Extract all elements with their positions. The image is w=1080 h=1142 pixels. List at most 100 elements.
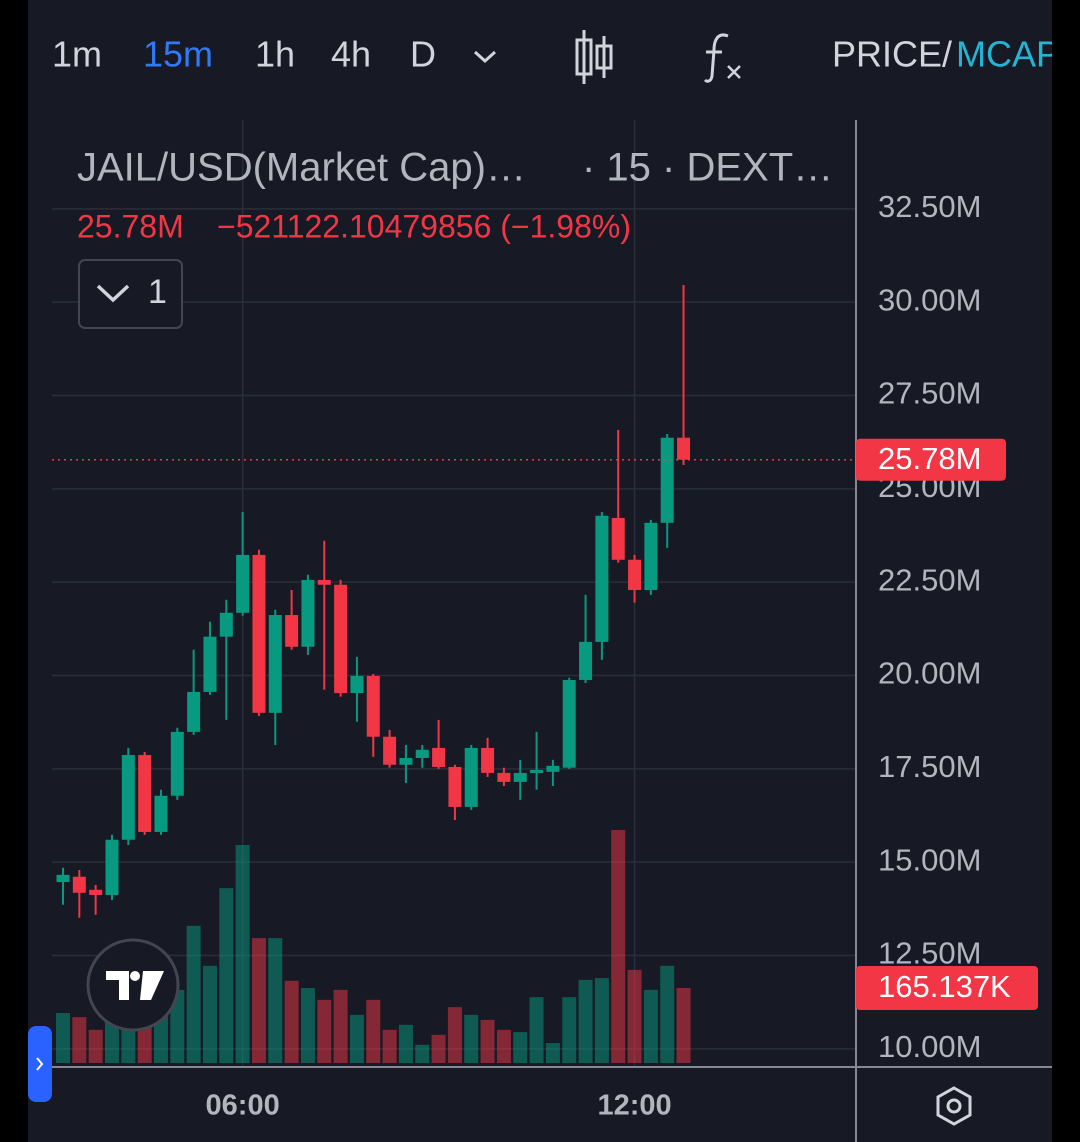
volume-bar bbox=[137, 1024, 152, 1063]
chart-subtitle: · 15 · DEXT… bbox=[582, 146, 833, 190]
y-tick-label: 27.50M bbox=[878, 376, 981, 411]
candle-body bbox=[611, 517, 625, 560]
interval[interactable]: D bbox=[410, 34, 436, 75]
settings-icon-center bbox=[946, 1098, 962, 1114]
volume-bar bbox=[447, 1007, 462, 1063]
candle-body bbox=[628, 559, 642, 591]
candle-body bbox=[187, 691, 201, 732]
volume-bar bbox=[235, 844, 250, 1063]
candle-body bbox=[350, 675, 364, 694]
volume-bar bbox=[480, 1019, 495, 1063]
candle-body bbox=[56, 874, 70, 882]
volume-bar bbox=[284, 980, 299, 1063]
candle-body bbox=[236, 554, 250, 613]
volume-bar bbox=[676, 987, 691, 1063]
y-tick-label: 12.50M bbox=[878, 936, 981, 971]
volume-bar bbox=[578, 979, 593, 1063]
y-tick-label: 20.00M bbox=[878, 656, 981, 691]
volume-bar bbox=[529, 997, 544, 1063]
candle-body bbox=[660, 437, 674, 523]
candle-body bbox=[334, 584, 348, 694]
interval[interactable]: 4h bbox=[331, 34, 371, 75]
volume-bar bbox=[349, 1014, 364, 1063]
candle-body bbox=[121, 755, 135, 840]
candle-body bbox=[252, 554, 266, 713]
volume-bar bbox=[153, 1012, 168, 1063]
candle-body bbox=[219, 612, 233, 637]
candle-body bbox=[268, 615, 282, 713]
volume-bar bbox=[464, 1014, 479, 1063]
candle-body bbox=[595, 515, 609, 642]
volume-bar bbox=[366, 999, 381, 1063]
candle-body bbox=[562, 679, 576, 768]
y-tick-label: 32.50M bbox=[878, 189, 981, 224]
y-tick-label: 30.00M bbox=[878, 282, 981, 317]
last-value: 25.78M bbox=[77, 208, 184, 244]
volume-bar bbox=[611, 830, 626, 1063]
mcap-toggle[interactable]: MCAP bbox=[956, 34, 1060, 75]
candle-body bbox=[317, 579, 331, 585]
indicator-toggle[interactable] bbox=[78, 259, 183, 329]
candle-body bbox=[513, 772, 527, 782]
volume-bar bbox=[382, 1029, 397, 1063]
volume-bar bbox=[56, 1013, 70, 1063]
interval[interactable]: 1m bbox=[52, 34, 102, 75]
chart-title: JAIL/USD(Market Cap)… bbox=[77, 146, 526, 190]
indicator-icon[interactable] bbox=[703, 33, 741, 83]
side-tab-icon bbox=[36, 1057, 44, 1071]
candle-body bbox=[285, 615, 299, 647]
volume-layer bbox=[56, 830, 691, 1063]
candle-body bbox=[203, 636, 217, 692]
candle-body bbox=[530, 769, 544, 773]
logo[interactable] bbox=[86, 938, 180, 1032]
candle-body bbox=[154, 795, 168, 832]
candle-body bbox=[497, 772, 511, 782]
candle-body bbox=[546, 765, 560, 772]
volume-bar bbox=[88, 1029, 103, 1063]
volume-bar bbox=[513, 1032, 528, 1063]
volume-bar bbox=[660, 965, 675, 1063]
volume-bar bbox=[202, 965, 217, 1063]
dropdown-icon[interactable] bbox=[473, 50, 497, 64]
volume-bar bbox=[333, 989, 348, 1063]
y-tick-label: 22.50M bbox=[878, 562, 981, 597]
volume-bar bbox=[643, 989, 658, 1063]
candle-body bbox=[579, 641, 593, 680]
interval[interactable]: 1h bbox=[255, 34, 295, 75]
candle-body bbox=[399, 758, 413, 765]
volume-bar bbox=[431, 1034, 446, 1063]
volume-bar bbox=[170, 989, 185, 1063]
volume-bar bbox=[251, 938, 266, 1063]
change: −521122.10479856 (−1.98%) bbox=[217, 208, 631, 244]
y-tick-label: 15.00M bbox=[878, 842, 981, 877]
collapse-icon[interactable] bbox=[96, 284, 130, 303]
x-tick-label: 12:00 bbox=[597, 1090, 671, 1122]
volume-bar bbox=[415, 1044, 430, 1063]
logo-dot bbox=[130, 971, 140, 981]
interval[interactable]: 15m bbox=[143, 34, 213, 75]
volume-bar bbox=[268, 938, 283, 1063]
chart-type-icon[interactable] bbox=[575, 30, 613, 84]
volume-bar bbox=[562, 997, 577, 1063]
indicator-count: 1 bbox=[148, 273, 167, 311]
x-tick-label: 06:00 bbox=[206, 1090, 280, 1122]
price-toggle[interactable]: PRICE/ bbox=[832, 34, 952, 75]
candle-body bbox=[301, 579, 315, 647]
y-tick-label: 17.50M bbox=[878, 749, 981, 784]
last-price-badge bbox=[856, 438, 1006, 481]
volume-bar bbox=[300, 988, 315, 1063]
candle-body bbox=[138, 755, 152, 832]
volume-bar bbox=[594, 978, 609, 1063]
settings-icon[interactable] bbox=[936, 1086, 972, 1126]
candle-layer bbox=[52, 285, 855, 918]
candle-body bbox=[677, 437, 691, 460]
volume-bar bbox=[627, 969, 642, 1063]
volume-bar bbox=[72, 1017, 87, 1063]
candle-body bbox=[170, 731, 184, 796]
side-tab[interactable] bbox=[28, 1026, 52, 1102]
candle-body bbox=[644, 522, 658, 591]
candle-body bbox=[415, 749, 429, 759]
candle-body bbox=[72, 876, 86, 893]
y-tick-label: 10.00M bbox=[878, 1029, 981, 1064]
volume-bar bbox=[398, 1024, 413, 1063]
